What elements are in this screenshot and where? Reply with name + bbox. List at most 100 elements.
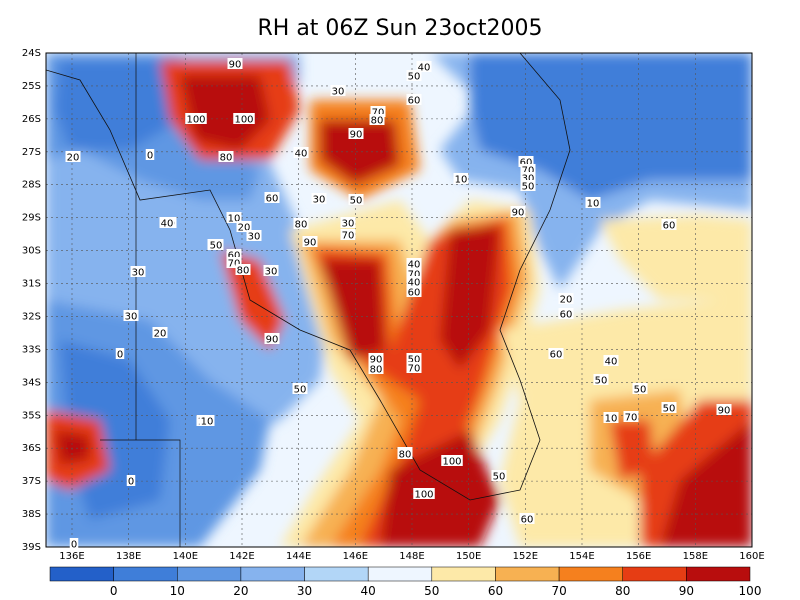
contour-label: 30 — [340, 217, 356, 230]
svg-text:50: 50 — [663, 404, 676, 415]
contour-label: 30 — [263, 265, 279, 278]
contour-label: 10 — [453, 173, 469, 186]
colorbar-swatch — [686, 566, 751, 582]
contour-label: 0 — [145, 149, 155, 162]
svg-text:80: 80 — [220, 153, 233, 164]
contour-label: 70 — [340, 229, 356, 242]
colorbar-swatch — [367, 566, 433, 582]
svg-text:60: 60 — [663, 221, 676, 232]
contour-label: 70 — [406, 268, 422, 281]
contour-label: 60 — [264, 192, 280, 205]
contour-label: 0 — [126, 475, 136, 488]
colorbar-label: 10 — [170, 584, 185, 598]
contour-label: 50 — [520, 180, 536, 193]
contour-label: 20 — [236, 221, 252, 234]
svg-text:50: 50 — [493, 472, 506, 483]
lat-tick-label: 37S — [22, 476, 41, 487]
lat-tick-label: 36S — [22, 443, 41, 454]
svg-text:90: 90 — [512, 208, 525, 219]
lat-tick-label: 38S — [22, 509, 41, 520]
lat-tick-label: 35S — [22, 410, 41, 421]
lon-tick-label: 140E — [173, 551, 198, 562]
contour-label: 70 — [370, 106, 386, 119]
contour-label: 100 — [185, 113, 207, 126]
lon-tick-label: 152E — [513, 551, 538, 562]
lat-tick-label: 25S — [22, 81, 41, 92]
svg-text:100: 100 — [442, 457, 461, 468]
region-south-saturated — [380, 430, 500, 547]
lat-tick-label: 28S — [22, 180, 41, 191]
svg-text:0: 0 — [128, 477, 134, 488]
lat-tick-label: 32S — [22, 311, 41, 322]
svg-text:90: 90 — [370, 355, 383, 366]
contour-label: 30 — [123, 310, 139, 323]
lat-tick-label: 29S — [22, 213, 41, 224]
svg-text:70: 70 — [408, 270, 421, 281]
contour-label: 40 — [293, 147, 309, 160]
svg-text:30: 30 — [125, 312, 138, 323]
lon-tick-label: 148E — [399, 551, 424, 562]
svg-text:10: 10 — [228, 214, 241, 225]
svg-text:50: 50 — [210, 241, 223, 252]
contour-label: 100 — [413, 488, 435, 501]
colorbar: 0 10 20 30 40 50 60 70 80 90 100 — [49, 566, 762, 598]
lon-tick-label: 154E — [569, 551, 594, 562]
colorbar-swatch — [495, 566, 560, 582]
region-east-moister — [600, 215, 752, 300]
region-se-saturated — [660, 420, 752, 547]
svg-text:60: 60 — [228, 251, 241, 262]
latitude-axis: 24S 25S 26S 27S 28S 29S 30S 31S 32S 33S 34S 35S 36S 3… — [22, 48, 41, 553]
colorbar-label: 0 — [110, 584, 118, 598]
colorbar-swatch — [622, 566, 687, 582]
contour-label: 70 — [226, 257, 242, 270]
svg-text:90: 90 — [350, 130, 363, 141]
svg-text:90: 90 — [718, 406, 731, 417]
contour-label: 50 — [593, 374, 609, 387]
colorbar-label: 40 — [361, 584, 376, 598]
svg-text:100: 100 — [186, 115, 205, 126]
contour-label: 60 — [548, 348, 564, 361]
contour-label: 50 — [491, 470, 507, 483]
contour-label: 70 — [520, 164, 536, 177]
svg-text:70: 70 — [372, 108, 385, 119]
contour-label: 60 — [519, 513, 535, 526]
lon-tick-label: 156E — [626, 551, 651, 562]
svg-text:10: 10 — [587, 199, 600, 210]
contour-label: 80 — [218, 151, 234, 164]
contour-label: 30 — [130, 266, 146, 279]
colorbar-swatch — [49, 566, 114, 582]
lon-tick-label: 136E — [59, 551, 84, 562]
svg-text:0: 0 — [147, 151, 153, 162]
colorbar-label: 100 — [739, 584, 762, 598]
lon-tick-label: 158E — [683, 551, 708, 562]
map-gridlines — [46, 53, 752, 547]
colorbar-swatch — [304, 566, 369, 582]
lon-tick-label: 146E — [343, 551, 368, 562]
svg-text:40: 40 — [605, 357, 618, 368]
colorbar-label: 80 — [615, 584, 630, 598]
coastline — [46, 53, 571, 501]
colorbar-swatch — [113, 566, 178, 582]
svg-text:50: 50 — [408, 355, 421, 366]
svg-text:60: 60 — [550, 350, 563, 361]
contour-label: 50 — [406, 70, 422, 83]
colorbar-label: 90 — [679, 584, 694, 598]
colorbar-swatch — [431, 566, 496, 582]
svg-text:0: 0 — [71, 540, 77, 551]
plot-frame — [45, 52, 753, 548]
contour-label: 10 — [226, 212, 242, 225]
svg-text:30: 30 — [313, 195, 326, 206]
svg-text:20: 20 — [238, 223, 251, 234]
svg-text:40: 40 — [418, 63, 431, 74]
contour-label: 50 — [292, 383, 308, 396]
lat-tick-label: 24S — [22, 48, 41, 59]
svg-text:80: 80 — [237, 266, 250, 277]
contour-label: 20 — [558, 293, 574, 306]
contour-label: 0 — [69, 538, 79, 551]
lon-tick-label: 142E — [229, 551, 254, 562]
contour-label: 10 — [585, 197, 601, 210]
contour-label: 60 — [661, 219, 677, 232]
svg-text:80: 80 — [371, 116, 384, 127]
svg-text:70: 70 — [522, 166, 535, 177]
